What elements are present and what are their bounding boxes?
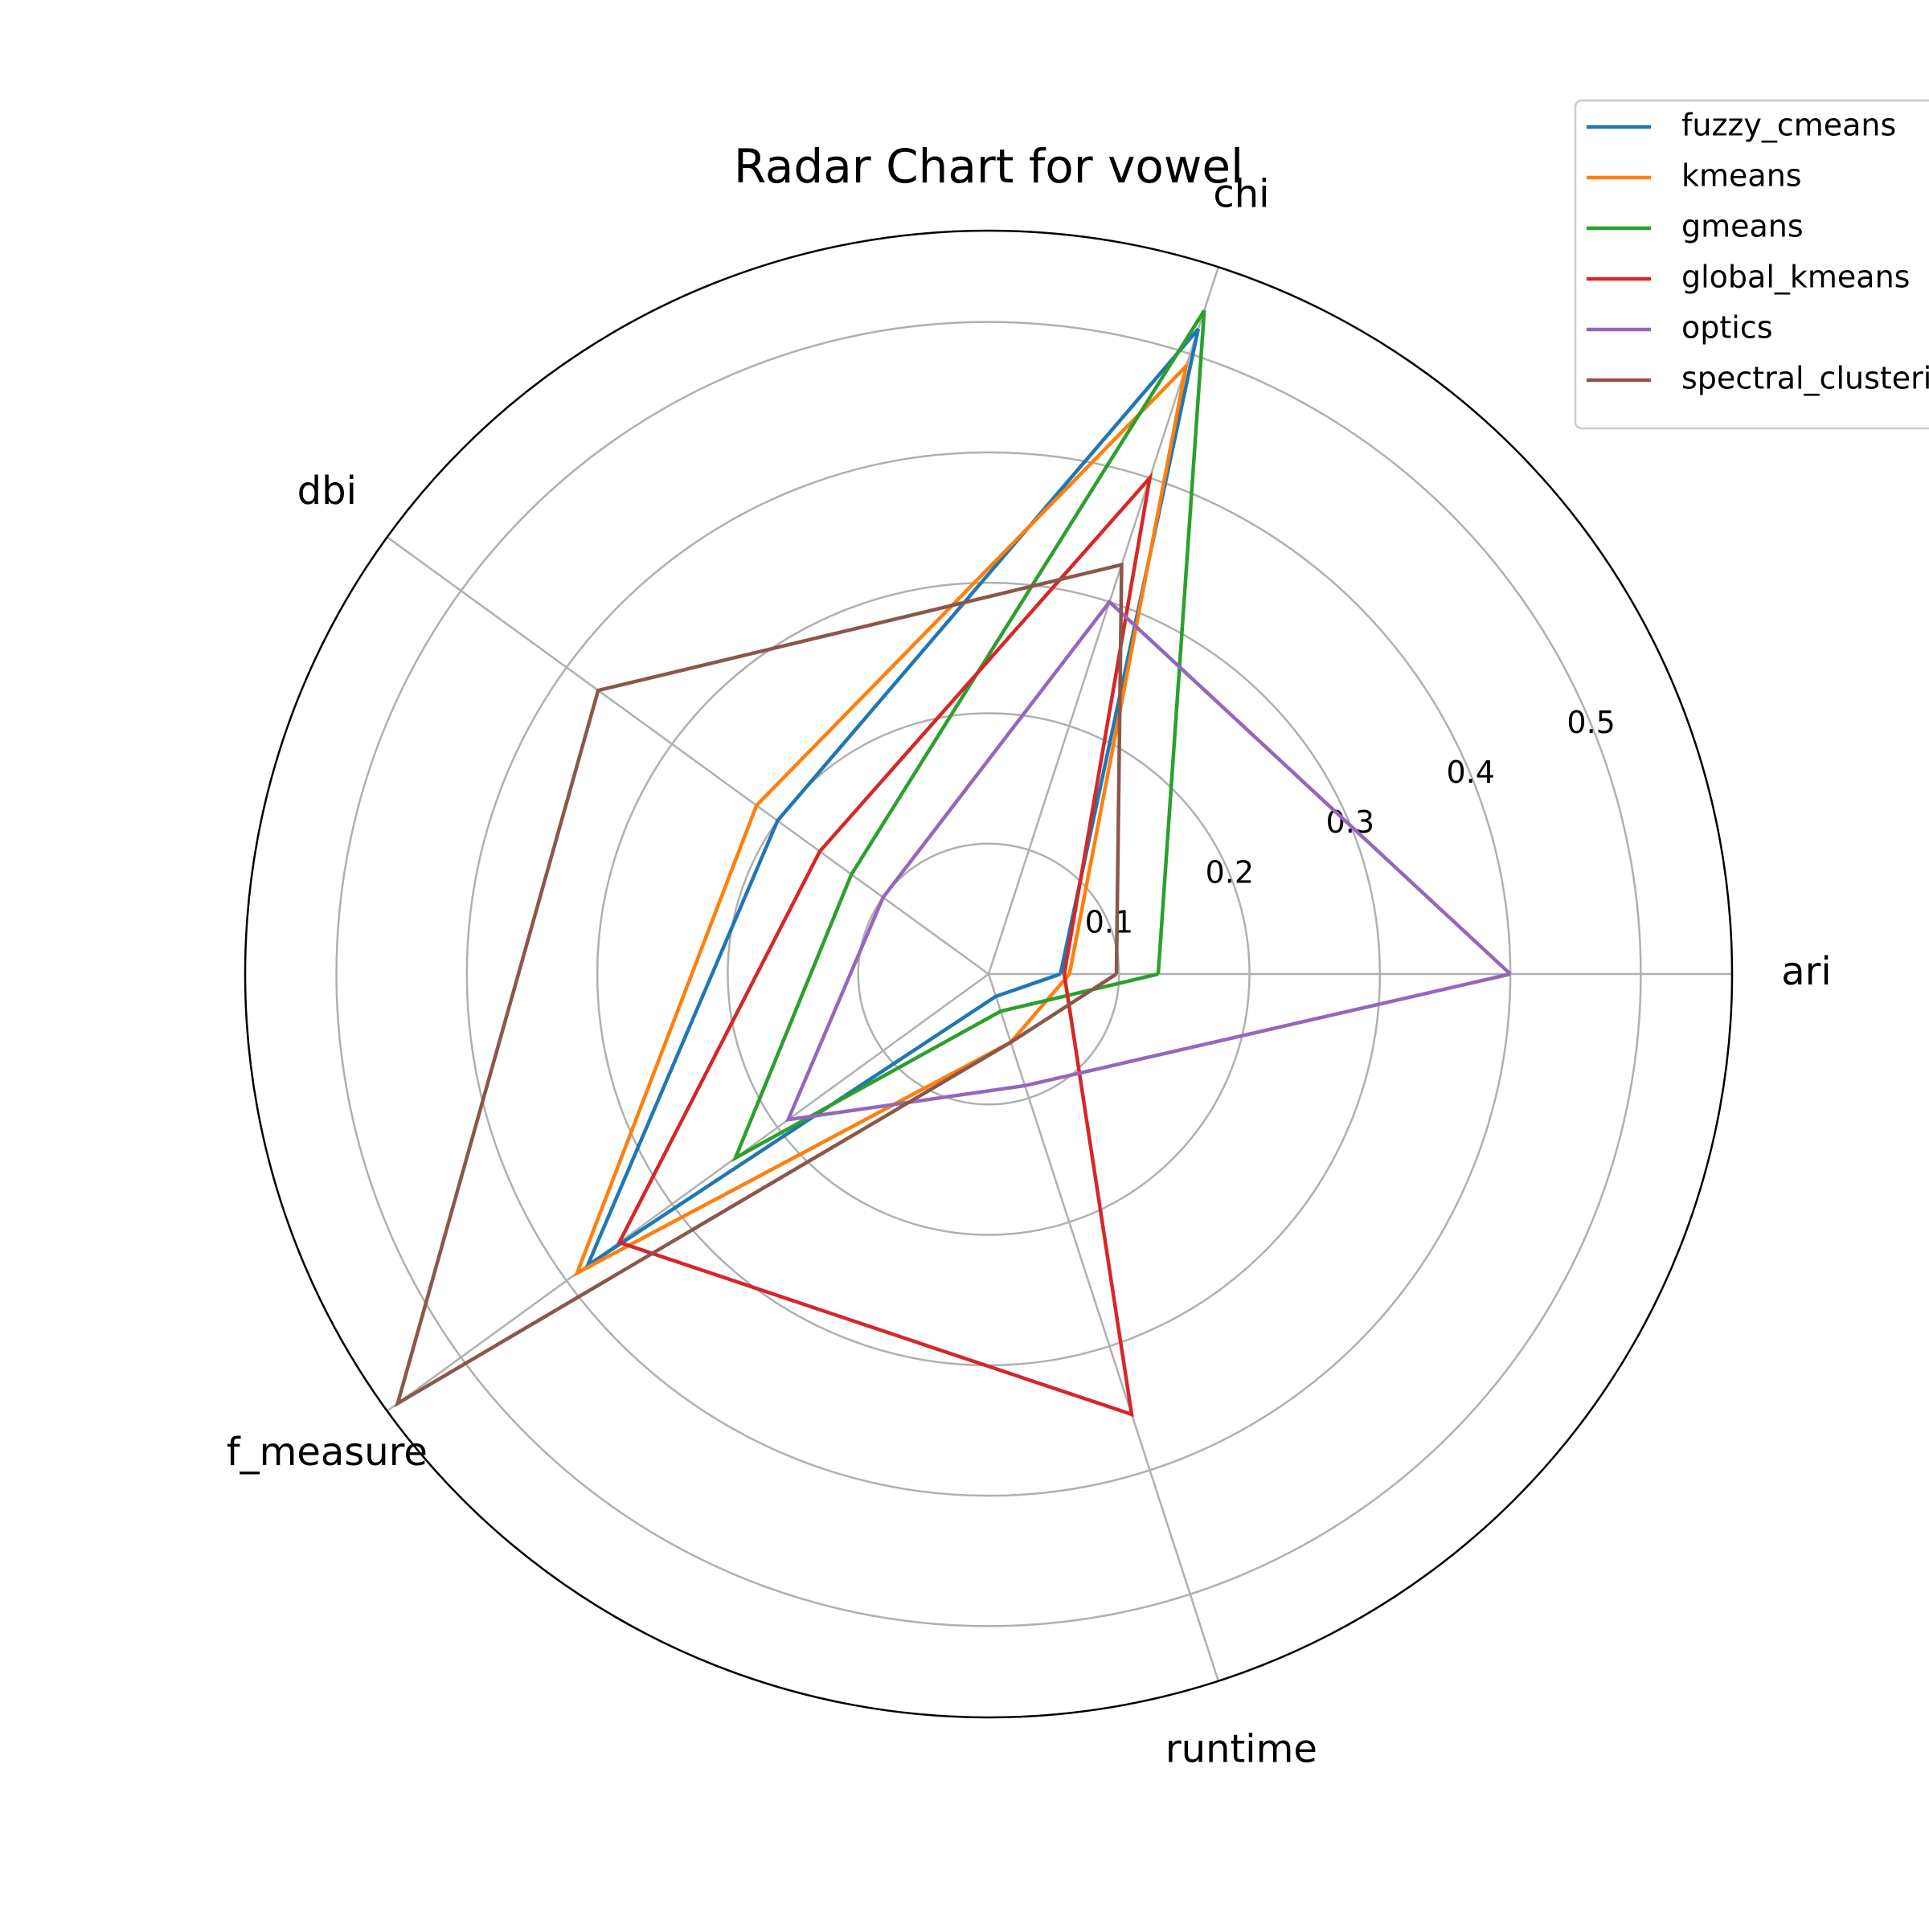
legend-box [1574,99,1929,430]
axis-label-dbi: dbi [297,469,357,514]
grid: 0.10.20.30.40.5 [244,229,1734,1719]
series-line-spectral_clustering [395,562,1124,1407]
spoke-chi [987,266,1220,975]
outer-frame [244,229,1734,1719]
legend-label-gmeans: gmeans [1681,209,1804,244]
legend-label-kmeans: kmeans [1681,158,1802,194]
axis-label-runtime: runtime [1165,1727,1317,1772]
r-tick-label: 0.2 [1206,854,1254,890]
r-tick-label: 0.1 [1085,904,1133,939]
spoke-dbi [386,536,989,976]
r-tick-label: 0.5 [1567,705,1615,740]
series-line-optics [784,599,1512,1122]
axis-label-chi: chi [1213,171,1269,216]
series-line-fuzzy_cmeans [584,327,1201,1271]
series-line-global_kmeans [616,472,1153,1418]
r-tick-label: 0.4 [1446,755,1494,790]
legend-label-global_kmeans: global_kmeans [1681,260,1910,295]
axis-label-f_measure: f_measure [227,1430,428,1475]
series-line-gmeans [731,309,1206,1162]
legend-label-fuzzy_cmeans: fuzzy_cmeans [1681,108,1896,143]
legend-label-optics: optics [1681,310,1773,346]
series-line-kmeans [573,360,1190,1277]
legend-label-spectral_clustering: spectral_clustering [1681,361,1929,396]
spoke-runtime [987,973,1220,1682]
chart-title: Radar Chart for vowel [734,139,1243,194]
series-group [395,309,1512,1418]
axis-label-ari: ari [1781,949,1831,994]
spoke-f_measure [386,972,989,1412]
